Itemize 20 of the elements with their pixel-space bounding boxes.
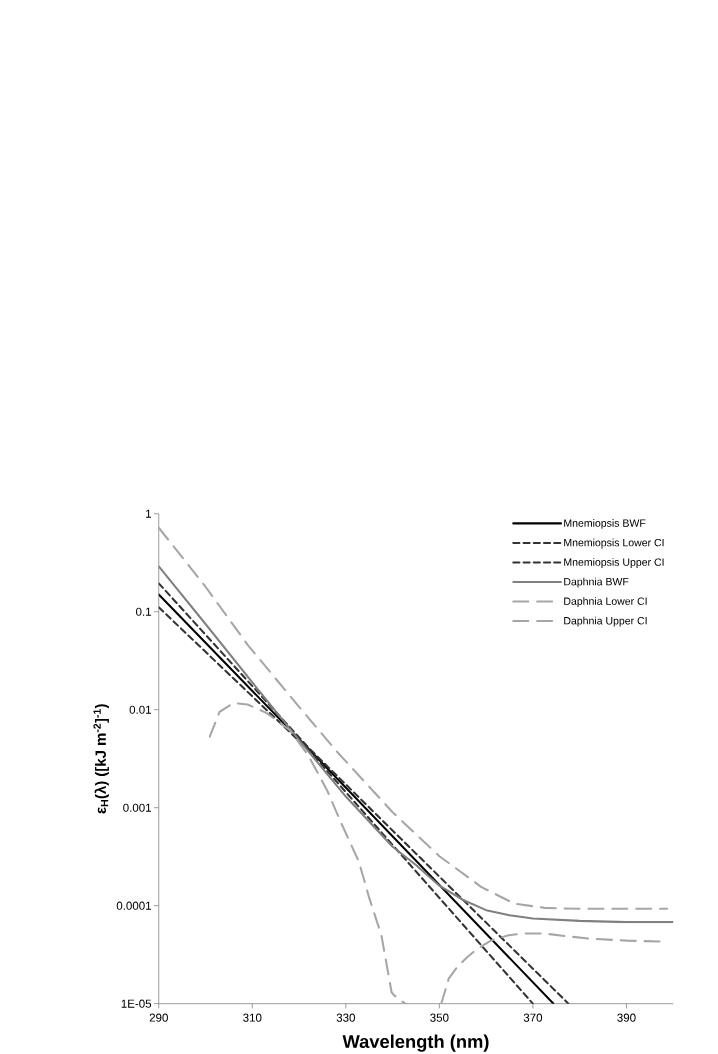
- x-tick-label: 290: [149, 1013, 168, 1022]
- x-tick-label: 370: [523, 1013, 543, 1022]
- y-tick-label: 0.001: [123, 803, 151, 812]
- x-tick-label: 390: [617, 1013, 636, 1022]
- x-axis-title: Wavelength (nm): [342, 1034, 489, 1052]
- x-tick-label: 350: [430, 1013, 449, 1022]
- y-tick-label: 1E-05: [121, 999, 152, 1008]
- legend-label: Daphnia BWF: [564, 577, 629, 588]
- y-axis-title: ε$_{H}$(λ) ([kJ m$^{-2}$]$^{-1}$): [93, 704, 109, 814]
- x-tick-label: 330: [336, 1013, 355, 1022]
- legend-label: Daphnia Upper CI: [564, 616, 647, 627]
- y-tick-label: 0.0001: [116, 901, 151, 910]
- legend-label: Mnemiopsis BWF: [564, 519, 646, 529]
- y-tick-label: 0.1: [135, 607, 151, 616]
- x-tick-label: 310: [243, 1013, 262, 1022]
- legend-label: Mnemiopsis Upper CI: [564, 558, 664, 568]
- legend-label: Mnemiopsis Lower CI: [564, 538, 664, 549]
- y-tick-label: 0.01: [129, 705, 151, 714]
- legend-label: Daphnia Lower CI: [564, 597, 647, 608]
- y-tick-label: 1: [145, 509, 151, 518]
